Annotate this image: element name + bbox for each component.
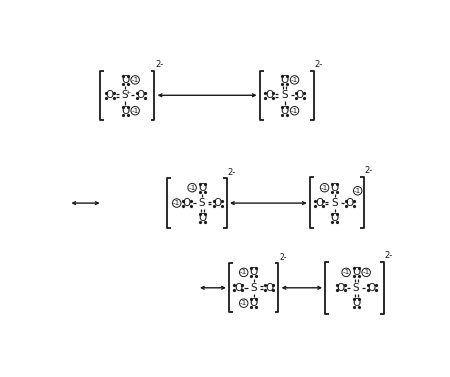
Text: 2-: 2- — [279, 253, 287, 262]
Text: 2-: 2- — [155, 60, 163, 69]
Text: 2-: 2- — [364, 166, 373, 175]
Text: +: + — [125, 90, 130, 95]
Text: S: S — [353, 283, 360, 293]
Text: O: O — [330, 213, 339, 224]
Text: O: O — [296, 90, 304, 100]
Text: -1: -1 — [189, 185, 196, 191]
Text: -1: -1 — [173, 200, 180, 206]
Text: O: O — [280, 75, 288, 85]
Text: S: S — [199, 198, 206, 208]
Text: -1: -1 — [354, 188, 361, 194]
Text: S: S — [122, 90, 128, 100]
Text: O: O — [183, 198, 191, 208]
Text: -1: -1 — [291, 108, 298, 114]
Text: 2-: 2- — [228, 168, 236, 177]
Text: -1: -1 — [291, 77, 298, 83]
Text: S: S — [250, 283, 257, 293]
Text: -1: -1 — [321, 185, 328, 191]
Text: S: S — [331, 198, 338, 208]
Text: O: O — [367, 283, 376, 293]
Text: O: O — [213, 198, 222, 208]
Text: 2-: 2- — [315, 60, 323, 69]
Text: O: O — [315, 198, 323, 208]
Text: -1: -1 — [131, 108, 139, 114]
Text: S: S — [281, 90, 288, 100]
Text: O: O — [250, 298, 258, 308]
Text: O: O — [337, 283, 345, 293]
Text: O: O — [352, 298, 360, 308]
Text: O: O — [346, 198, 354, 208]
Text: O: O — [280, 106, 288, 116]
Text: O: O — [330, 183, 339, 193]
Text: -1: -1 — [240, 300, 248, 306]
Text: -1: -1 — [131, 77, 139, 83]
Text: O: O — [265, 283, 273, 293]
Text: -1: -1 — [363, 270, 370, 275]
Text: -1: -1 — [342, 270, 350, 275]
Text: 2-: 2- — [385, 251, 393, 260]
Text: O: O — [121, 106, 129, 116]
Text: O: O — [198, 183, 206, 193]
Text: O: O — [136, 90, 144, 100]
Text: O: O — [198, 213, 206, 224]
Text: O: O — [250, 267, 258, 277]
Text: O: O — [234, 283, 243, 293]
Text: -1: -1 — [240, 270, 248, 275]
Text: O: O — [121, 75, 129, 85]
Text: O: O — [352, 267, 360, 277]
Text: O: O — [265, 90, 273, 100]
Text: O: O — [106, 90, 114, 100]
